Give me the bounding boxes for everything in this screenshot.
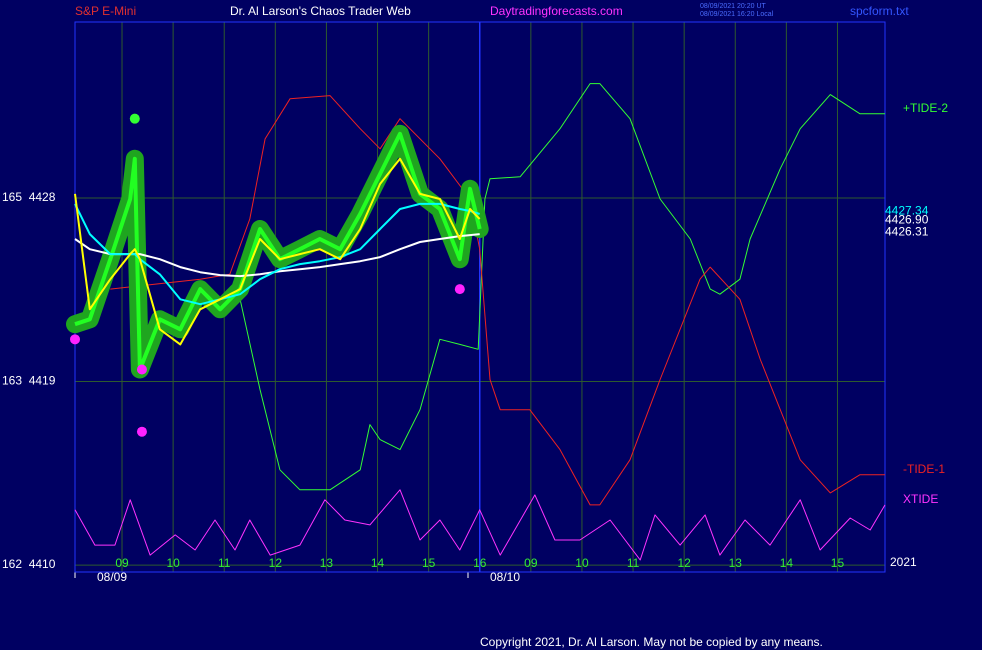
x-tick-label: 10 bbox=[575, 556, 589, 570]
file-name: spcform.txt bbox=[850, 4, 909, 18]
x-tick-label: 12 bbox=[269, 556, 283, 570]
series-line bbox=[239, 83, 885, 491]
legend-label: +TIDE-2 bbox=[903, 101, 948, 115]
y-tick-label: 162 4410 bbox=[2, 557, 56, 571]
instrument: S&P E-Mini bbox=[75, 4, 136, 18]
x-tick-label: 13 bbox=[320, 556, 334, 570]
x-tick-label: 09 bbox=[115, 556, 129, 570]
pivot-point bbox=[70, 334, 80, 345]
date-label: 08/10 bbox=[490, 570, 520, 584]
x-tick-label: 11 bbox=[627, 556, 640, 570]
copyright: Copyright 2021, Dr. Al Larson. May not b… bbox=[480, 635, 823, 649]
price-label: 4426.90 bbox=[885, 213, 929, 227]
pivot-point bbox=[454, 284, 465, 295]
pivot-point bbox=[129, 113, 140, 124]
x-tick-label: 15 bbox=[831, 556, 845, 570]
legend-label: -TIDE-1 bbox=[903, 462, 945, 476]
legend-label: XTIDE bbox=[903, 492, 938, 506]
timestamp: 08/09/2021 16:20 Local bbox=[700, 11, 774, 18]
x-tick-label: 14 bbox=[371, 556, 385, 570]
y-tick-label: 163 4419 bbox=[2, 374, 56, 388]
x-tick-label: 12 bbox=[677, 556, 691, 570]
x-tick-label: 14 bbox=[780, 556, 794, 570]
x-tick-label: 15 bbox=[422, 556, 436, 570]
price-line bbox=[74, 131, 482, 372]
pivot-point bbox=[136, 426, 147, 437]
site: Daytradingforecasts.com bbox=[490, 4, 623, 18]
series-line bbox=[74, 489, 886, 561]
date-label: 08/09 bbox=[97, 570, 127, 584]
timestamp: 08/09/2021 20:20 UT bbox=[700, 3, 766, 10]
price-label: 4427.34 bbox=[885, 204, 929, 218]
x-tick-label: 13 bbox=[729, 556, 743, 570]
x-tick-label: 09 bbox=[524, 556, 538, 570]
chart-title: Dr. Al Larson's Chaos Trader Web bbox=[230, 4, 411, 18]
price-label: 4426.31 bbox=[885, 225, 929, 239]
year: 2021 bbox=[890, 555, 917, 569]
pivot-point bbox=[136, 364, 147, 375]
series-line bbox=[110, 95, 885, 506]
x-tick-label: 11 bbox=[218, 556, 231, 570]
series-line bbox=[74, 157, 481, 346]
y-tick-label: 165 4428 bbox=[2, 190, 56, 204]
series-line bbox=[74, 202, 480, 306]
x-tick-label: 10 bbox=[166, 556, 180, 570]
